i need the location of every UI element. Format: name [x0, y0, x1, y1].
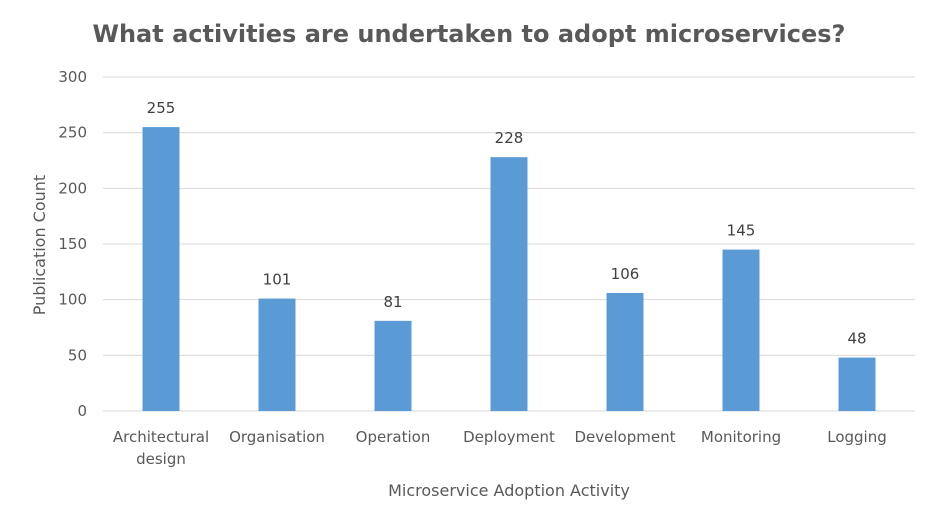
- bar-5: [722, 249, 760, 411]
- data-label: 48: [847, 330, 866, 348]
- x-tick-label: Development: [575, 428, 676, 446]
- x-tick-label: Architectural design: [113, 428, 209, 468]
- data-labels: 255 101 81 228 106 145 48: [147, 99, 867, 347]
- y-tick-label: 50: [68, 346, 87, 364]
- x-tick-label: Operation: [356, 428, 431, 446]
- y-tick-label: 150: [58, 235, 87, 253]
- data-label: 81: [383, 293, 402, 311]
- data-label: 228: [495, 129, 524, 147]
- bar-6: [838, 357, 876, 411]
- data-label: 255: [147, 99, 176, 117]
- bar-1: [258, 298, 296, 411]
- y-axis-title: Publication Count: [30, 175, 49, 315]
- data-label: 101: [263, 271, 292, 289]
- bar-0: [142, 127, 180, 411]
- x-axis-title: Microservice Adoption Activity: [388, 481, 630, 500]
- bar-2: [374, 320, 412, 411]
- x-tick-label: Organisation: [229, 428, 325, 446]
- data-label: 106: [611, 265, 640, 283]
- x-tick-label: Deployment: [463, 428, 555, 446]
- y-tick-label: 300: [58, 68, 87, 86]
- y-axis-ticks: 0 50 100 150 200 250 300: [58, 68, 87, 420]
- x-tick-label: Logging: [827, 428, 887, 446]
- bars: [142, 127, 876, 411]
- data-label: 145: [727, 222, 756, 240]
- bar-4: [606, 292, 644, 411]
- y-tick-label: 100: [58, 291, 87, 309]
- y-tick-label: 0: [77, 402, 87, 420]
- chart-title: What activities are undertaken to adopt …: [93, 20, 846, 48]
- y-tick-label: 200: [58, 179, 87, 197]
- x-tick-label: Monitoring: [701, 428, 781, 446]
- x-axis-categories: Architectural design Organisation Operation…: [113, 428, 887, 468]
- y-tick-label: 250: [58, 124, 87, 142]
- bar-3: [490, 157, 528, 411]
